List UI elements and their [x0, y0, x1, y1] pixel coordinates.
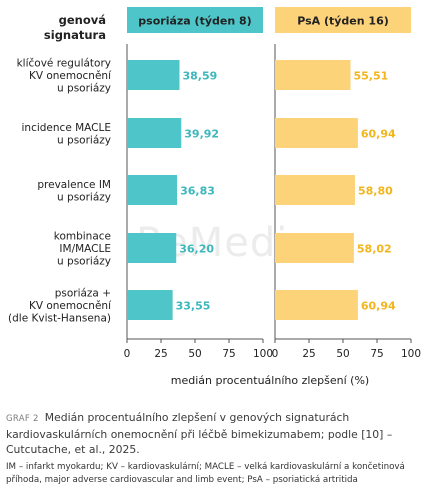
bar — [275, 233, 354, 263]
x-tick-label: 50 — [188, 348, 201, 360]
data-label: 60,94 — [361, 128, 396, 141]
x-tick-label: 25 — [302, 348, 315, 360]
figure-caption: GRAF 2 Medián procentuálního zlepšení v g… — [6, 410, 430, 486]
bar — [127, 118, 182, 148]
data-label: 58,02 — [357, 243, 392, 256]
x-tick-label: 100 — [253, 348, 273, 360]
caption-abbreviations: IM – infarkt myokardu; KV – kardiovaskul… — [6, 462, 405, 485]
category-label: KV onemocnění — [29, 70, 112, 82]
category-label: prevalence IM — [37, 179, 111, 191]
caption-label: GRAF 2 — [6, 414, 39, 424]
caption-text: Medián procentuálního zlepšení v genovýc… — [6, 411, 393, 456]
bar — [275, 60, 351, 90]
data-label: 36,20 — [179, 243, 214, 256]
x-tick-label: 50 — [336, 348, 349, 360]
data-label: 55,51 — [353, 70, 388, 83]
data-label: 33,55 — [176, 300, 211, 313]
caption-text-block: GRAF 2 Medián procentuálního zlepšení v g… — [6, 410, 430, 457]
category-label: KV onemocnění — [29, 300, 112, 312]
series-header-box — [127, 7, 263, 33]
x-tick-label: 0 — [124, 348, 131, 360]
category-label: (dle Kvist-Hansena) — [8, 313, 111, 325]
data-label: 36,83 — [180, 185, 215, 198]
category-label: klíčové regulátory — [17, 58, 111, 70]
category-label: u psoriázy — [57, 256, 111, 268]
data-label: 39,92 — [184, 128, 219, 141]
x-tick-label: 75 — [222, 348, 235, 360]
category-label: psoriáza + — [55, 288, 111, 300]
series-header-label: PsA (týden 16) — [297, 15, 389, 28]
category-label: incidence MACLE — [22, 122, 112, 134]
series-header-label: psoriáza (týden 8) — [138, 15, 251, 28]
category-label: u psoriázy — [57, 83, 111, 95]
x-axis-title: medián procentuálního zlepšení (%) — [171, 374, 369, 387]
bar — [127, 290, 173, 320]
bar — [275, 290, 358, 320]
category-label: kombinace — [54, 231, 111, 243]
data-label: 60,94 — [361, 300, 396, 313]
bar — [275, 175, 355, 205]
series-header-box — [275, 7, 411, 33]
category-label: IM/MACLE — [59, 243, 111, 255]
category-label: u psoriázy — [57, 134, 111, 146]
row-header-text: genová — [59, 13, 106, 27]
data-label: 38,59 — [182, 70, 217, 83]
bar — [127, 233, 177, 263]
bar — [127, 60, 180, 90]
x-tick-label: 25 — [154, 348, 167, 360]
x-tick-label: 75 — [370, 348, 383, 360]
x-tick-label: 100 — [401, 348, 421, 360]
row-header-text: signatura — [44, 28, 106, 42]
data-label: 58,80 — [358, 185, 393, 198]
category-label: u psoriázy — [57, 191, 111, 203]
x-tick-label: 0 — [272, 348, 279, 360]
bar — [275, 118, 358, 148]
bar — [127, 175, 178, 205]
